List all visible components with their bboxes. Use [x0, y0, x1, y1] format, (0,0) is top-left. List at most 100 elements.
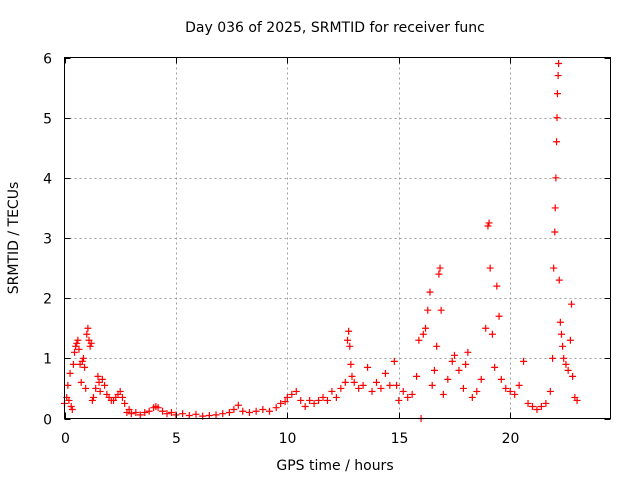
data-point	[127, 410, 135, 418]
data-point	[573, 396, 581, 404]
data-point	[73, 339, 81, 347]
data-point	[78, 357, 86, 365]
data-point	[281, 398, 289, 406]
data-point	[272, 404, 280, 412]
data-point	[306, 396, 314, 404]
data-point	[101, 381, 109, 389]
data-point	[502, 384, 510, 392]
data-point	[74, 336, 82, 344]
data-point	[266, 407, 274, 415]
grid	[64, 57, 611, 419]
data-point	[337, 384, 345, 392]
data-point	[72, 342, 80, 350]
data-point	[364, 363, 372, 371]
data-point	[84, 324, 92, 332]
data-point	[192, 410, 200, 418]
data-point	[557, 330, 565, 338]
data-point	[468, 393, 476, 401]
data-point	[347, 360, 355, 368]
data-series	[61, 60, 581, 422]
data-point	[81, 363, 89, 371]
data-point	[484, 222, 492, 230]
data-point	[172, 411, 180, 419]
data-point	[393, 381, 401, 389]
y-tick-label: 1	[43, 352, 52, 368]
data-point	[435, 270, 443, 278]
data-point	[310, 399, 318, 407]
data-point	[136, 411, 144, 419]
data-point	[141, 408, 149, 416]
data-point	[234, 401, 242, 409]
data-point	[424, 306, 432, 314]
data-point	[94, 372, 102, 380]
data-point	[430, 366, 438, 374]
data-point	[511, 390, 519, 398]
data-point	[562, 360, 570, 368]
data-point	[179, 410, 187, 418]
data-point	[553, 138, 561, 146]
data-point	[399, 387, 407, 395]
x-axis-label: GPS time / hours	[276, 458, 393, 474]
x-tick-label: 5	[172, 431, 181, 447]
y-tick-label: 2	[43, 292, 52, 308]
data-point	[315, 396, 323, 404]
data-point	[520, 357, 528, 365]
data-point	[83, 330, 91, 338]
data-point	[455, 366, 463, 374]
y-tick-label: 6	[43, 52, 52, 68]
data-point	[163, 410, 171, 418]
data-point	[419, 330, 427, 338]
data-point	[86, 342, 94, 350]
data-point	[167, 408, 175, 416]
data-point	[497, 375, 505, 383]
chart-title: Day 036 of 2025, SRMTID for receiver fun…	[185, 20, 485, 36]
data-point	[395, 396, 403, 404]
data-point	[82, 384, 90, 392]
data-point	[444, 375, 452, 383]
data-point	[252, 407, 260, 415]
data-point	[542, 399, 550, 407]
data-point	[550, 264, 558, 272]
data-point	[292, 387, 300, 395]
data-point	[537, 402, 545, 410]
data-point	[551, 204, 559, 212]
data-point	[75, 345, 83, 353]
data-point	[205, 411, 213, 419]
data-point	[529, 402, 536, 410]
data-point	[71, 348, 79, 356]
data-point	[297, 396, 305, 404]
data-point	[225, 408, 233, 416]
data-point	[239, 407, 247, 415]
data-point	[350, 378, 358, 386]
data-point	[569, 372, 577, 380]
data-point	[68, 405, 76, 413]
data-point	[553, 114, 561, 122]
data-point	[98, 375, 106, 383]
data-point	[473, 387, 481, 395]
data-point	[301, 402, 309, 410]
data-point	[95, 378, 103, 386]
data-point	[524, 399, 532, 407]
data-point	[359, 381, 367, 389]
data-point	[332, 393, 340, 401]
data-point	[79, 354, 87, 362]
data-point	[433, 342, 441, 350]
data-point	[556, 318, 564, 326]
data-point	[549, 354, 557, 362]
data-point	[154, 404, 162, 412]
data-point	[344, 336, 352, 344]
data-point	[67, 402, 75, 410]
data-point	[96, 387, 104, 395]
y-axis-label: SRMTID / TECUs	[6, 182, 22, 295]
data-point	[390, 357, 398, 365]
x-tick-label: 15	[391, 431, 409, 447]
data-point	[552, 174, 560, 182]
data-point	[559, 342, 567, 350]
data-point	[323, 396, 331, 404]
data-point	[159, 407, 167, 415]
data-point	[477, 375, 485, 383]
data-point	[560, 354, 568, 362]
data-point	[426, 288, 434, 296]
data-point	[245, 408, 253, 416]
